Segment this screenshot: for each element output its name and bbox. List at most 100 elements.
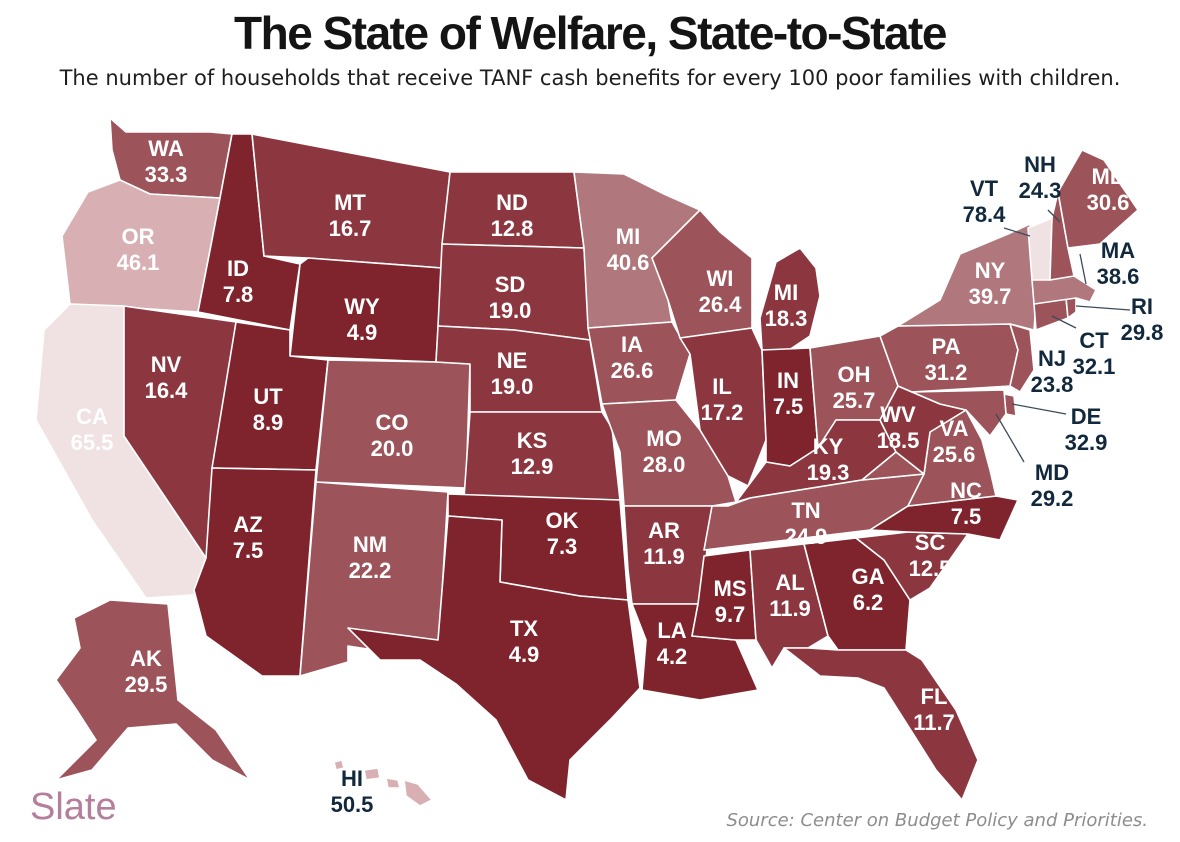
state-shape-nh[interactable]: [1049, 191, 1075, 281]
state-label-al: AL 11.9: [769, 570, 811, 621]
state-value: 38.6: [1097, 264, 1140, 289]
state-label-ky: KY 19.3: [807, 434, 850, 485]
state-code: ND: [496, 190, 528, 215]
state-value: 12.5: [909, 556, 952, 581]
state-label-az: AZ 7.5: [233, 512, 264, 563]
state-shape-ri[interactable]: [1065, 297, 1077, 319]
state-shape-ny[interactable]: [897, 223, 1037, 331]
state-value: 17.2: [701, 400, 744, 425]
state-code: TX: [510, 616, 538, 641]
state-code: MD: [1035, 460, 1069, 485]
state-code: WI: [707, 266, 734, 291]
leader-line-ct: [1051, 315, 1077, 329]
state-code: NE: [497, 348, 528, 373]
state-label-wa: WA 33.3: [145, 136, 188, 187]
state-shape-md[interactable]: [911, 389, 1007, 437]
state-shape-ks[interactable]: [463, 411, 621, 501]
state-shape-wy[interactable]: [289, 257, 443, 363]
state-code: MA: [1101, 238, 1135, 263]
state-label-ca: CA 65.5: [71, 404, 114, 455]
state-shape-me[interactable]: [1057, 149, 1139, 249]
state-value: 32.9: [1065, 430, 1108, 455]
state-label-ga: GA 6.2: [852, 564, 885, 615]
state-code: GA: [852, 564, 885, 589]
state-value: 7.8: [223, 282, 254, 307]
state-value: 12.8: [491, 216, 534, 241]
state-code: LA: [657, 618, 686, 643]
state-value: 30.6: [1087, 190, 1130, 215]
state-shape-wi[interactable]: [651, 209, 753, 339]
state-label-la: LA 4.2: [657, 618, 688, 669]
state-label-de: DE 32.9: [1065, 404, 1108, 455]
leader-line-vt: [1003, 227, 1031, 237]
state-value: 7.5: [773, 394, 804, 419]
state-label-wi: WI 26.4: [699, 266, 743, 317]
state-code: RI: [1131, 294, 1153, 319]
state-shape-fl[interactable]: [783, 647, 979, 801]
state-shape-nj[interactable]: [1009, 323, 1035, 393]
state-value: 24.9: [785, 524, 828, 549]
state-value: 25.7: [833, 388, 876, 413]
state-code: DE: [1071, 404, 1102, 429]
callout-leader-lines: [995, 209, 1131, 463]
state-label-ar: AR 11.9: [643, 518, 685, 569]
state-value: 31.2: [925, 360, 968, 385]
state-code: OH: [838, 362, 871, 387]
state-label-il: IL 17.2: [701, 374, 744, 425]
state-value: 4.9: [347, 320, 378, 345]
state-label-md: MD 29.2: [1031, 460, 1074, 511]
state-shape-tx[interactable]: [347, 515, 641, 801]
state-shape-nm[interactable]: [299, 481, 449, 677]
state-shape-vt[interactable]: [1027, 217, 1053, 281]
state-label-nc: NC 7.5: [950, 478, 982, 529]
state-code: ME: [1092, 164, 1125, 189]
state-label-hi: HI 50.5: [331, 766, 374, 817]
state-value: 19.0: [491, 374, 534, 399]
state-label-wy: WY 4.9: [344, 294, 380, 345]
state-label-or: OR 46.1: [117, 224, 160, 275]
leader-line-nh: [1047, 209, 1061, 223]
state-shape-hi-1[interactable]: [333, 759, 345, 771]
state-value: 65.5: [71, 430, 114, 455]
state-shape-hi-3[interactable]: [385, 777, 401, 789]
state-value: 19.0: [489, 298, 532, 323]
state-code: CT: [1079, 328, 1109, 353]
state-label-me: ME 30.6: [1087, 164, 1130, 215]
state-shape-ak[interactable]: [55, 599, 251, 781]
state-label-wv: WV 18.5: [877, 402, 920, 453]
state-label-mn: MI 40.6: [607, 224, 650, 275]
state-code: AK: [130, 646, 162, 671]
state-value: 26.4: [699, 292, 743, 317]
state-code: VT: [970, 176, 999, 201]
state-value: 50.5: [331, 792, 374, 817]
state-shape-hi-2[interactable]: [363, 767, 381, 781]
state-shape-co[interactable]: [315, 359, 471, 489]
state-label-co: CO 20.0: [371, 410, 414, 461]
state-shape-az[interactable]: [193, 467, 317, 677]
state-value: 32.1: [1073, 354, 1116, 379]
state-code: KS: [517, 428, 548, 453]
state-shape-hi-4[interactable]: [403, 779, 433, 807]
map-title: The State of Welfare, State-to-State: [234, 7, 947, 59]
state-value: 6.2: [853, 590, 884, 615]
state-code: WV: [880, 402, 916, 427]
state-value: 7.5: [233, 538, 264, 563]
state-value: 16.7: [329, 216, 372, 241]
state-code: WA: [148, 136, 184, 161]
state-shapes: [35, 117, 1139, 807]
state-label-ma: MA 38.6: [1097, 238, 1140, 289]
state-label-sc: SC 12.5: [909, 530, 952, 581]
state-value: 25.6: [933, 442, 976, 467]
state-shape-mi[interactable]: [759, 247, 821, 353]
state-value: 12.9: [511, 454, 554, 479]
state-code: HI: [341, 766, 363, 791]
state-label-nh: NH 24.3: [1019, 152, 1062, 203]
state-value: 28.0: [643, 452, 686, 477]
state-label-mt: MT 16.7: [329, 190, 372, 241]
state-value: 7.3: [547, 534, 578, 559]
state-shape-ia[interactable]: [587, 321, 691, 405]
state-code: ID: [227, 256, 249, 281]
state-label-mo: MO 28.0: [643, 426, 686, 477]
state-value: 8.9: [253, 410, 284, 435]
